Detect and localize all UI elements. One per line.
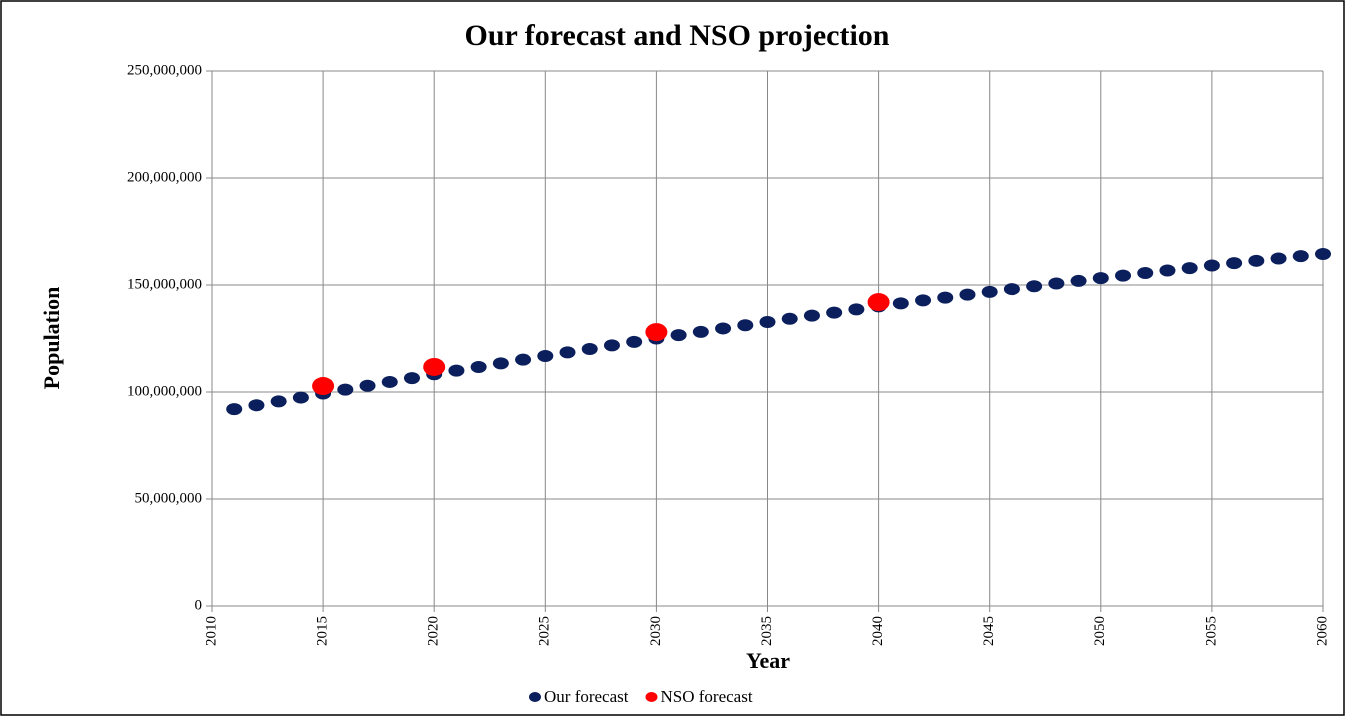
data-point [1315,247,1331,260]
data-point [270,395,287,408]
data-point [892,297,909,310]
data-point [848,303,865,316]
data-point [337,383,354,396]
x-axis-label: Year [746,648,790,673]
data-point [559,346,576,359]
data-point [645,323,668,342]
chart-title: Our forecast and NSO projection [465,19,890,52]
x-tick-label: 2020 [426,616,442,646]
data-point [248,399,265,412]
data-point [981,285,998,298]
data-point [1048,277,1065,290]
data-point [1181,262,1198,275]
data-point [292,391,309,404]
legend-label: NSO forecast [661,687,753,706]
data-point [937,291,954,304]
x-tick-label: 2030 [648,616,664,646]
data-point [359,379,376,392]
data-point [737,319,754,332]
data-point [826,306,843,319]
data-point [312,377,335,396]
data-point [1115,269,1132,282]
x-tick-label: 2050 [1092,616,1108,646]
legend-marker [645,692,658,702]
y-axis-label: Population [39,287,64,390]
data-point [423,357,446,376]
x-tick-label: 2025 [537,616,553,646]
data-point [626,335,643,348]
data-point [1092,272,1109,285]
data-point [1070,274,1087,287]
data-point [1159,264,1176,277]
y-tick-label: 100,000,000 [127,383,202,399]
data-point [492,357,509,370]
data-point [803,309,820,322]
data-point [915,294,932,307]
legend-label: Our forecast [544,687,629,706]
y-tick-label: 200,000,000 [127,169,202,185]
data-point [692,325,709,338]
data-point [1137,267,1154,280]
data-point [1248,254,1265,267]
data-point [403,372,420,385]
data-point [515,353,532,366]
data-point [1203,259,1220,272]
y-tick-label: 50,000,000 [135,490,203,506]
data-point [759,316,776,329]
data-point [537,350,554,363]
data-point [781,312,798,325]
data-point [670,329,687,342]
x-tick-label: 2055 [1203,616,1219,646]
x-tick-label: 2010 [203,616,219,646]
x-tick-label: 2040 [870,616,886,646]
data-point [603,339,620,352]
legend-marker [529,692,541,702]
data-point [867,293,890,312]
data-point [448,364,465,377]
y-tick-label: 150,000,000 [127,276,202,292]
y-tick-label: 0 [195,597,203,613]
data-point [1270,252,1287,265]
x-tick-label: 2015 [315,616,331,646]
data-point [470,360,487,373]
data-point [581,342,598,355]
data-point [381,375,398,388]
y-tick-label: 250,000,000 [127,62,202,78]
data-point [715,322,732,335]
data-point [959,288,976,301]
x-tick-label: 2060 [1314,616,1330,646]
x-tick-label: 2045 [981,616,997,646]
data-point [1226,257,1243,270]
x-tick-label: 2035 [759,616,775,646]
data-point [1003,283,1020,296]
data-point [1292,250,1309,263]
data-point [226,403,243,416]
data-point [1026,280,1043,293]
